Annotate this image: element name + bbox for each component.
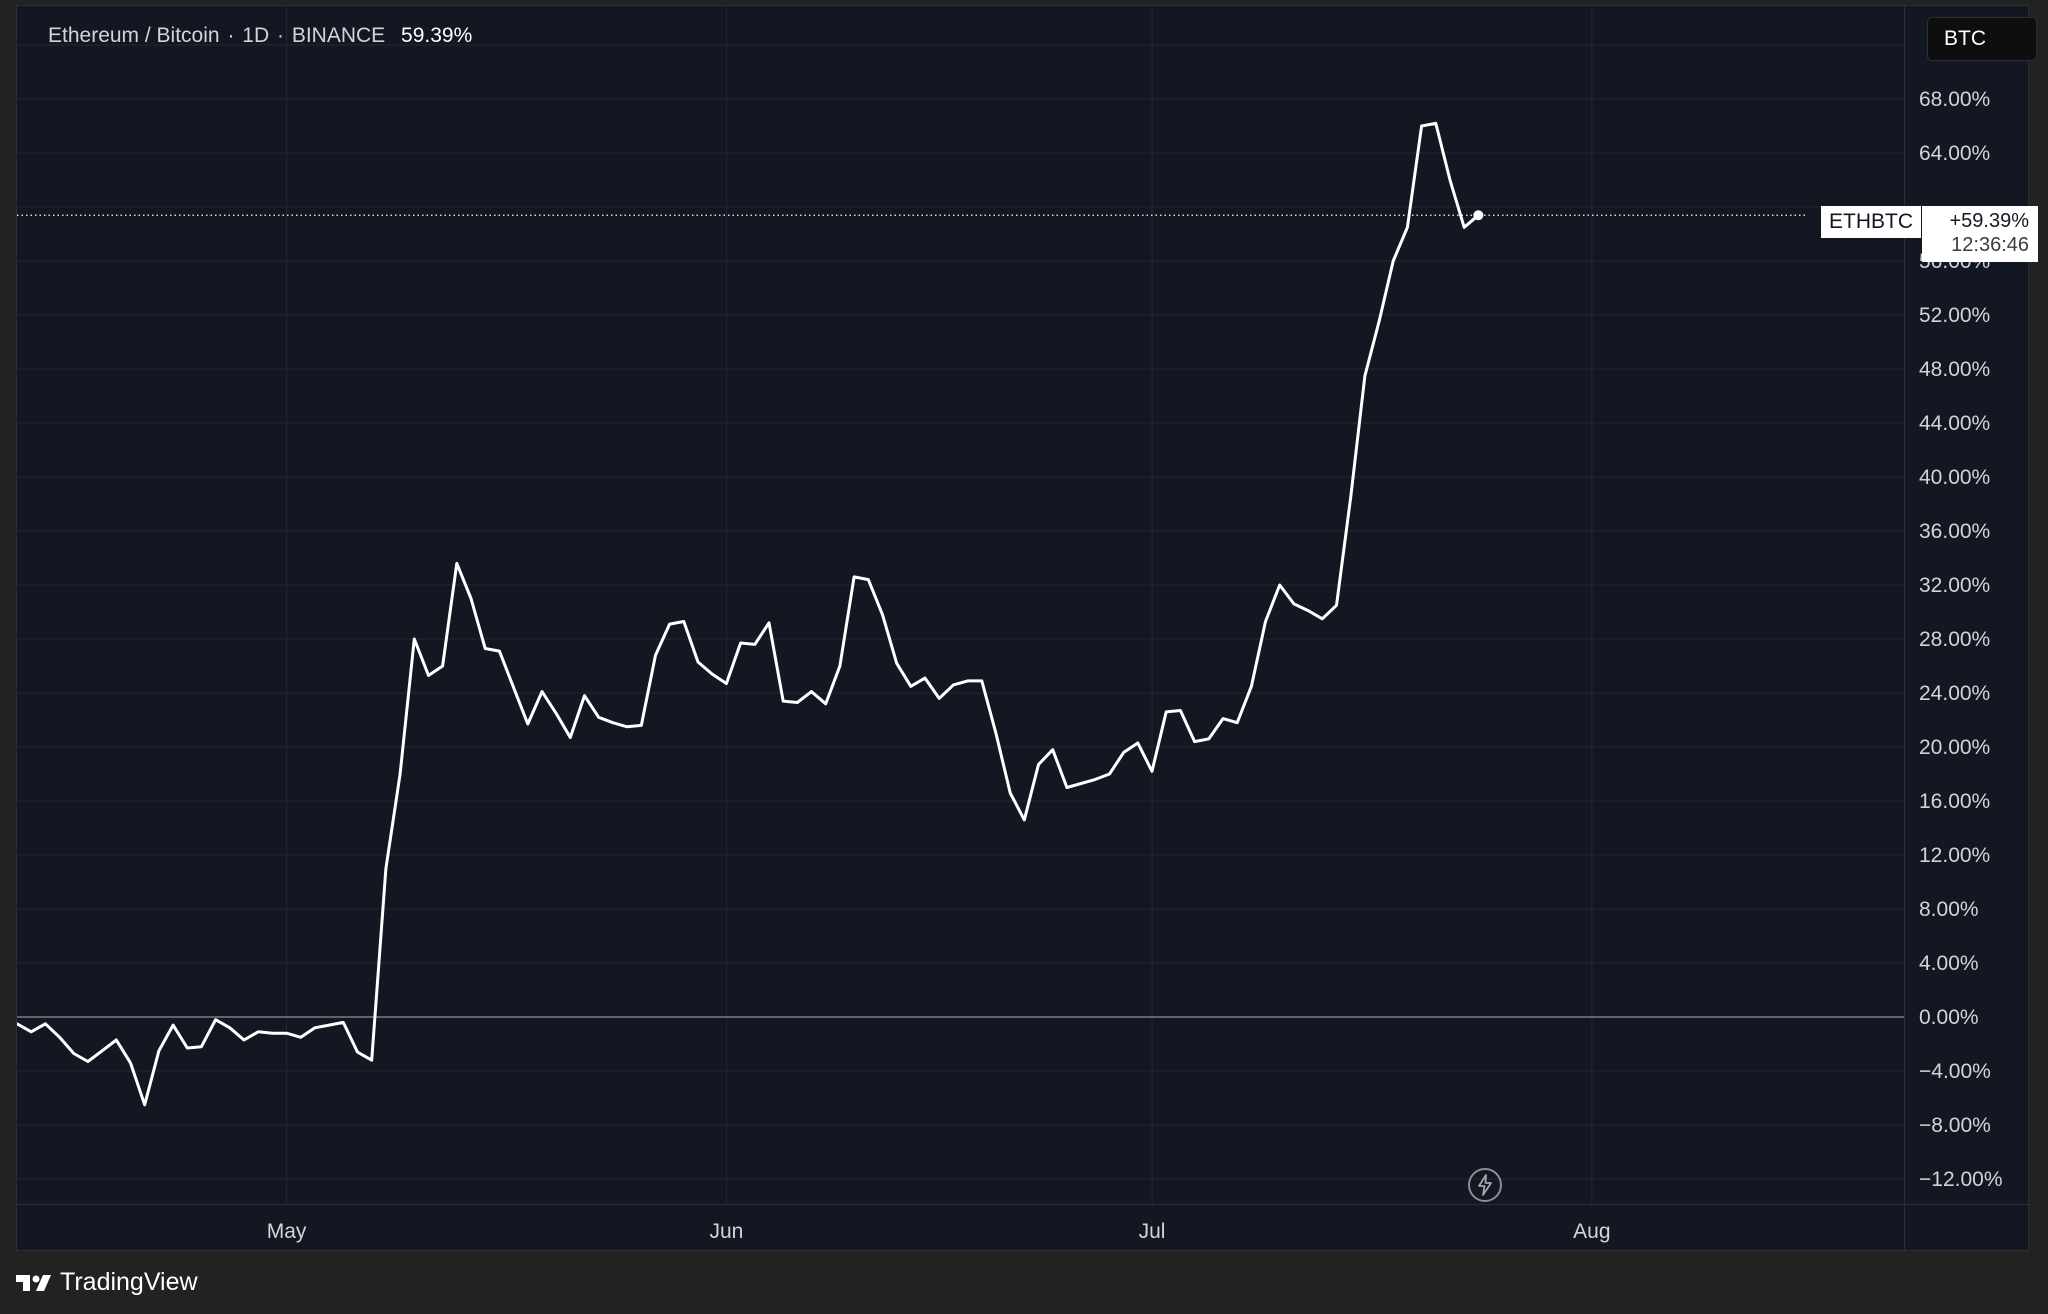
- y-tick-label: 16.00%: [1919, 790, 1990, 813]
- series-line-ethbtc: [17, 121, 1480, 1107]
- brand-name: TradingView: [60, 1268, 198, 1296]
- last-price-value: +59.39%: [1949, 210, 2029, 232]
- y-tick-label: 24.00%: [1919, 682, 1990, 705]
- tradingview-logo-icon: [16, 1274, 51, 1291]
- currency-button-label: BTC: [1944, 27, 1986, 50]
- y-tick-label: −8.00%: [1919, 1114, 1991, 1137]
- y-tick-label: 52.00%: [1919, 304, 1990, 327]
- currency-button[interactable]: BTC: [1927, 17, 2037, 61]
- y-tick-label: 44.00%: [1919, 412, 1990, 435]
- legend-symbol-name: Ethereum / Bitcoin: [48, 24, 220, 47]
- legend-exchange: BINANCE: [291, 24, 386, 47]
- x-tick-label: May: [267, 1220, 307, 1243]
- chart-frame: 68.00%64.00%56.00%52.00%48.00%44.00%40.0…: [16, 5, 2038, 1252]
- symbol-legend[interactable]: Ethereum / Bitcoin · 1D · BINANCE 59.39%: [48, 24, 473, 47]
- y-tick-label: 4.00%: [1919, 952, 1979, 975]
- bar-countdown: 12:36:46: [1951, 234, 2029, 256]
- legend-value: 59.39%: [401, 24, 473, 47]
- y-tick-label: 12.00%: [1919, 844, 1990, 867]
- last-price-badge: +59.39% 12:36:46: [1922, 206, 2038, 262]
- y-tick-label: 36.00%: [1919, 520, 1990, 543]
- ticker-name: ETHBTC: [1829, 210, 1913, 233]
- chart-canvas[interactable]: 68.00%64.00%56.00%52.00%48.00%44.00%40.0…: [17, 6, 2030, 1252]
- y-tick-label: 32.00%: [1919, 574, 1990, 597]
- x-tick-label: Jun: [709, 1220, 743, 1243]
- y-tick-label: −4.00%: [1919, 1060, 1991, 1083]
- y-tick-label: 8.00%: [1919, 898, 1979, 921]
- x-tick-label: Jul: [1139, 1220, 1166, 1243]
- y-tick-label: 0.00%: [1919, 1006, 1979, 1029]
- y-tick-label: −12.00%: [1919, 1168, 2003, 1191]
- y-tick-label: 28.00%: [1919, 628, 1990, 651]
- y-tick-label: 48.00%: [1919, 358, 1990, 381]
- ticker-price-label: ETHBTC: [1821, 206, 1921, 238]
- y-tick-label: 20.00%: [1919, 736, 1990, 759]
- y-tick-label: 64.00%: [1919, 142, 1990, 165]
- lightning-glyph: [1478, 1174, 1492, 1196]
- tradingview-logo[interactable]: TradingView: [16, 1268, 198, 1297]
- legend-interval: 1D: [242, 24, 270, 47]
- lightning-icon[interactable]: [1468, 1168, 1502, 1202]
- y-tick-label: 68.00%: [1919, 88, 1990, 111]
- last-point-dot: [1473, 210, 1484, 221]
- y-tick-label: 40.00%: [1919, 466, 1990, 489]
- x-tick-label: Aug: [1573, 1220, 1610, 1243]
